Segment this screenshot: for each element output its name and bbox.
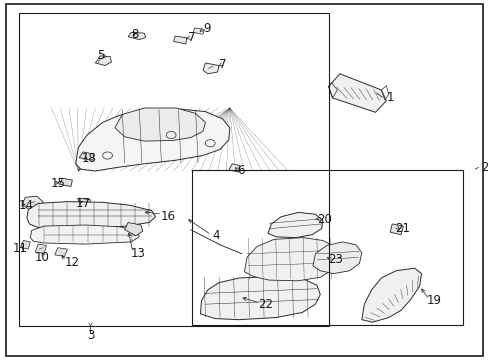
Text: 11: 11 (13, 242, 28, 255)
Polygon shape (79, 152, 94, 160)
Text: 22: 22 (258, 298, 273, 311)
Text: 13: 13 (131, 247, 145, 260)
Polygon shape (22, 196, 43, 210)
Polygon shape (131, 207, 144, 216)
Text: 19: 19 (426, 294, 441, 307)
Polygon shape (328, 74, 386, 112)
Polygon shape (95, 56, 111, 66)
Text: 12: 12 (64, 256, 80, 269)
Polygon shape (77, 198, 90, 206)
Text: 9: 9 (203, 22, 210, 35)
Text: 7: 7 (219, 58, 226, 71)
Text: 2: 2 (480, 161, 487, 174)
Polygon shape (361, 268, 421, 322)
Polygon shape (27, 202, 155, 230)
Text: 17: 17 (76, 197, 91, 210)
Text: 16: 16 (160, 210, 175, 222)
Text: 7: 7 (188, 31, 195, 44)
Text: 18: 18 (82, 152, 97, 165)
Text: 5: 5 (97, 49, 104, 62)
Polygon shape (20, 240, 30, 249)
Polygon shape (128, 32, 145, 40)
Polygon shape (124, 222, 142, 236)
Polygon shape (30, 225, 139, 244)
Polygon shape (312, 242, 361, 274)
Polygon shape (200, 276, 320, 320)
Text: 23: 23 (328, 253, 343, 266)
Polygon shape (267, 212, 322, 238)
Text: 3: 3 (86, 329, 94, 342)
Text: 1: 1 (386, 91, 393, 104)
Polygon shape (228, 164, 239, 172)
Polygon shape (193, 28, 204, 34)
Bar (19, 13, 328, 326)
Polygon shape (389, 224, 403, 235)
Polygon shape (55, 248, 67, 256)
Polygon shape (76, 109, 229, 171)
Polygon shape (35, 244, 46, 253)
Text: 6: 6 (237, 165, 244, 177)
Text: 4: 4 (212, 229, 220, 242)
Text: 21: 21 (394, 222, 409, 235)
Polygon shape (115, 108, 205, 141)
Polygon shape (173, 36, 186, 44)
Text: 8: 8 (131, 28, 138, 41)
Text: 20: 20 (316, 213, 331, 226)
Bar (191, 170, 462, 325)
Text: 14: 14 (19, 199, 34, 212)
Polygon shape (203, 63, 219, 74)
Text: 15: 15 (50, 177, 65, 190)
Text: 10: 10 (35, 251, 50, 264)
Polygon shape (60, 178, 72, 186)
Polygon shape (244, 238, 338, 281)
